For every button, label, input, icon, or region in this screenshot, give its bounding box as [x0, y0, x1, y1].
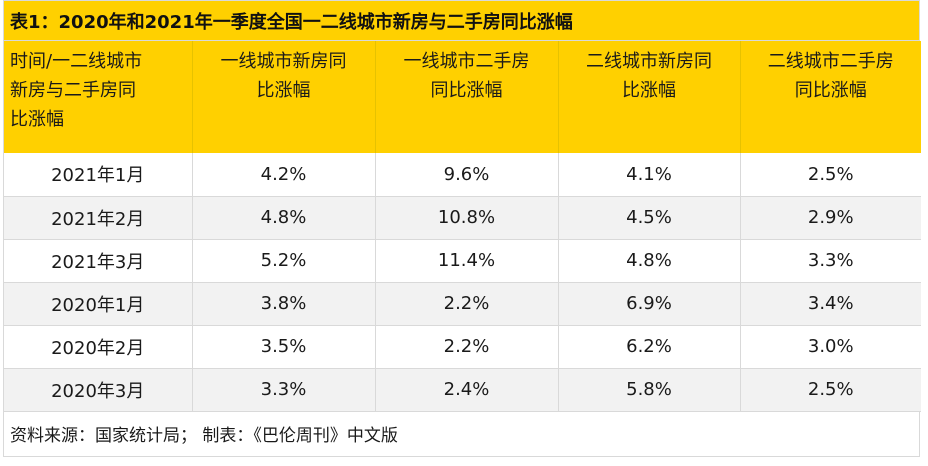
header-tier1-resale-line-1: 一线城市二手房: [403, 51, 530, 72]
header-time: 时间/一二线城市 新房与二手房同 比涨幅: [4, 41, 192, 153]
cell-tier2-new: 4.8%: [557, 239, 740, 283]
header-tier1-resale-line-2: 同比涨幅: [430, 80, 503, 101]
cell-month: 2020年2月: [4, 325, 192, 369]
header-tier2-new: 二线城市新房同 比涨幅: [557, 41, 740, 153]
cell-tier1-resale: 10.8%: [374, 196, 558, 240]
header-time-line-2: 新房与二手房同: [10, 80, 136, 101]
cell-tier2-resale: 3.3%: [739, 239, 921, 283]
cell-tier2-new: 6.9%: [557, 282, 740, 326]
header-tier1-new-line-1: 一线城市新房同: [220, 51, 347, 72]
table-row: 2021年1月 4.2% 9.6% 4.1% 2.5%: [4, 153, 921, 197]
table-title: 表1：2020年和2021年一季度全国一二线城市新房与二手房同比涨幅: [4, 1, 919, 41]
cell-tier2-resale: 3.4%: [739, 282, 921, 326]
cell-tier2-resale: 2.9%: [739, 196, 921, 240]
cell-month: 2021年1月: [4, 153, 192, 197]
header-tier2-new-line-2: 比涨幅: [622, 80, 676, 101]
cell-tier2-new: 5.8%: [557, 368, 740, 412]
cell-tier1-new: 3.8%: [191, 282, 375, 326]
cell-tier2-new: 4.5%: [557, 196, 740, 240]
cell-tier2-resale: 3.0%: [739, 325, 921, 369]
header-tier2-new-line-1: 二线城市新房同: [586, 51, 712, 72]
cell-month: 2020年3月: [4, 368, 192, 412]
source-note: 资料来源：国家统计局； 制表：《巴伦周刊》中文版: [4, 411, 919, 456]
cell-tier1-resale: 2.2%: [374, 325, 558, 369]
table-row: 2020年1月 3.8% 2.2% 6.9% 3.4%: [4, 282, 921, 326]
cell-month: 2021年3月: [4, 239, 192, 283]
cell-month: 2020年1月: [4, 282, 192, 326]
header-tier1-new-line-2: 比涨幅: [256, 80, 311, 101]
table-row: 2021年3月 5.2% 11.4% 4.8% 3.3%: [4, 239, 921, 283]
header-tier2-resale-line-1: 二线城市二手房: [767, 51, 894, 72]
cell-tier1-resale: 9.6%: [374, 153, 558, 197]
cell-tier1-new: 3.3%: [191, 368, 375, 412]
header-row: 时间/一二线城市 新房与二手房同 比涨幅 一线城市新房同 比涨幅 一线城市二手房…: [4, 41, 921, 153]
cell-tier2-new: 6.2%: [557, 325, 740, 369]
cell-tier1-resale: 2.4%: [374, 368, 558, 412]
header-time-line-1: 时间/一二线城市: [10, 51, 143, 72]
cell-tier2-resale: 2.5%: [739, 153, 921, 197]
header-tier2-resale-line-2: 同比涨幅: [794, 80, 867, 101]
header-tier1-resale: 一线城市二手房 同比涨幅: [374, 41, 558, 153]
cell-tier2-resale: 2.5%: [739, 368, 921, 412]
cell-tier1-new: 3.5%: [191, 325, 375, 369]
cell-tier2-new: 4.1%: [557, 153, 740, 197]
table-row: 2020年2月 3.5% 2.2% 6.2% 3.0%: [4, 325, 921, 369]
cell-month: 2021年2月: [4, 196, 192, 240]
table-row: 2021年2月 4.8% 10.8% 4.5% 2.9%: [4, 196, 921, 240]
header-time-line-3: 比涨幅: [10, 109, 64, 130]
cell-tier1-resale: 11.4%: [374, 239, 558, 283]
cell-tier1-new: 4.8%: [191, 196, 375, 240]
cell-tier1-resale: 2.2%: [374, 282, 558, 326]
data-table-container: 表1：2020年和2021年一季度全国一二线城市新房与二手房同比涨幅 时间/一二…: [3, 0, 921, 457]
cell-tier1-new: 4.2%: [191, 153, 375, 197]
header-tier1-new: 一线城市新房同 比涨幅: [191, 41, 375, 153]
table-row: 2020年3月 3.3% 2.4% 5.8% 2.5%: [4, 368, 921, 412]
header-tier2-resale: 二线城市二手房 同比涨幅: [739, 41, 921, 153]
cell-tier1-new: 5.2%: [191, 239, 375, 283]
data-table: 时间/一二线城市 新房与二手房同 比涨幅 一线城市新房同 比涨幅 一线城市二手房…: [4, 41, 921, 412]
